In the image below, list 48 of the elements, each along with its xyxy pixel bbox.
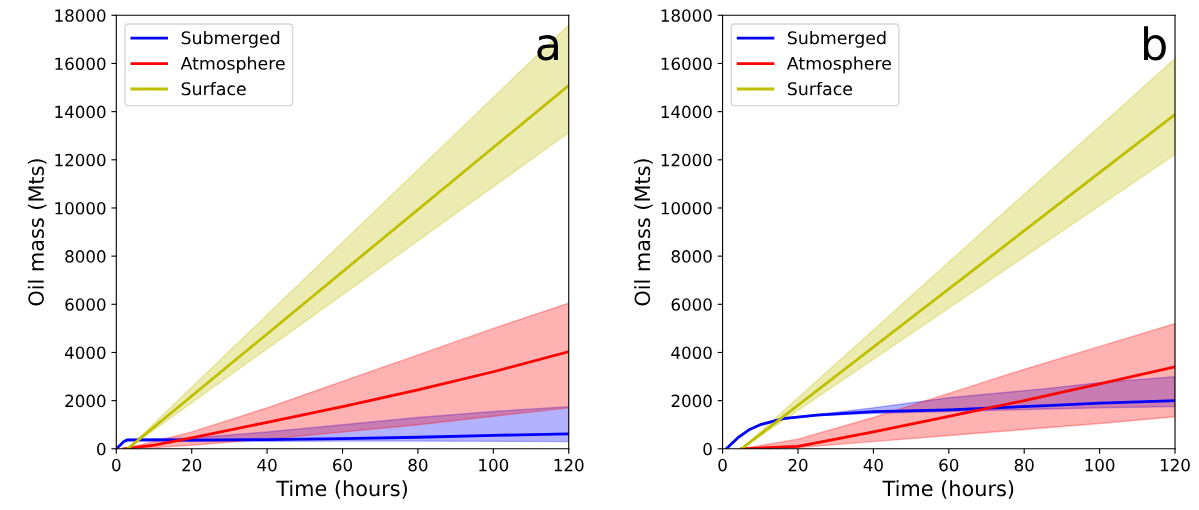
x-tick-label: 100 <box>1085 458 1115 472</box>
y-tick-label: 12000 <box>661 153 712 167</box>
y-tick-label: 6000 <box>65 298 106 311</box>
y-tick-label: 6000 <box>671 298 712 311</box>
y-tick-label: 10000 <box>661 201 712 215</box>
x-tick-label: 0 <box>718 458 727 472</box>
y-tick-label: 4000 <box>671 346 712 360</box>
y-tick-label: 8000 <box>671 250 712 263</box>
y-tick-label: 14000 <box>661 105 712 119</box>
legend-label: Submerged <box>181 30 280 48</box>
y-tick-label: 8000 <box>65 250 106 263</box>
x-axis-title: Time (hours) <box>882 480 1014 499</box>
x-tick-label: 60 <box>939 458 959 472</box>
x-tick-label: 120 <box>1160 458 1190 472</box>
x-tick-label: 120 <box>554 458 584 472</box>
x-tick-label: 100 <box>479 458 509 472</box>
y-tick-label: 4000 <box>64 346 106 360</box>
y-axis-title: Oil mass (Mts) <box>27 159 47 306</box>
x-tick-label: 20 <box>788 458 808 472</box>
annotation: a <box>537 35 558 61</box>
y-tick-label: 2000 <box>671 394 712 408</box>
y-tick-label: 10000 <box>55 201 106 215</box>
y-tick-label: 16000 <box>661 57 712 71</box>
y-tick-label: 12000 <box>55 153 106 167</box>
x-axis-title: Time (hours) <box>276 480 407 499</box>
x-tick-label: 40 <box>863 458 883 472</box>
x-tick-label: 40 <box>257 458 277 472</box>
y-tick-label: 14000 <box>55 105 106 119</box>
line-series <box>122 350 569 449</box>
y-tick-label: 0 <box>703 442 712 456</box>
x-tick-label: 20 <box>182 458 202 472</box>
y-tick-label: 0 <box>97 442 106 456</box>
legend-label: Surface <box>181 81 246 96</box>
x-tick-label: 0 <box>112 458 121 472</box>
y-tick-label: 2000 <box>65 394 106 408</box>
y-tick-label: 18000 <box>55 9 106 22</box>
legend-label: Submerged <box>787 30 886 48</box>
x-tick-label: 80 <box>1014 458 1034 472</box>
line-series <box>740 365 1176 449</box>
x-tick-label: 80 <box>408 458 428 472</box>
x-tick-label: 60 <box>333 458 353 472</box>
legend-label: Atmosphere <box>786 56 891 74</box>
y-tick-label: 16000 <box>55 57 106 71</box>
legend-label: Atmosphere <box>180 56 285 74</box>
y-tick-label: 18000 <box>661 9 712 22</box>
legend-label: Surface <box>787 81 853 96</box>
y-axis-title: Oil mass (Mts) <box>634 159 653 306</box>
annotation: b <box>1144 26 1166 61</box>
